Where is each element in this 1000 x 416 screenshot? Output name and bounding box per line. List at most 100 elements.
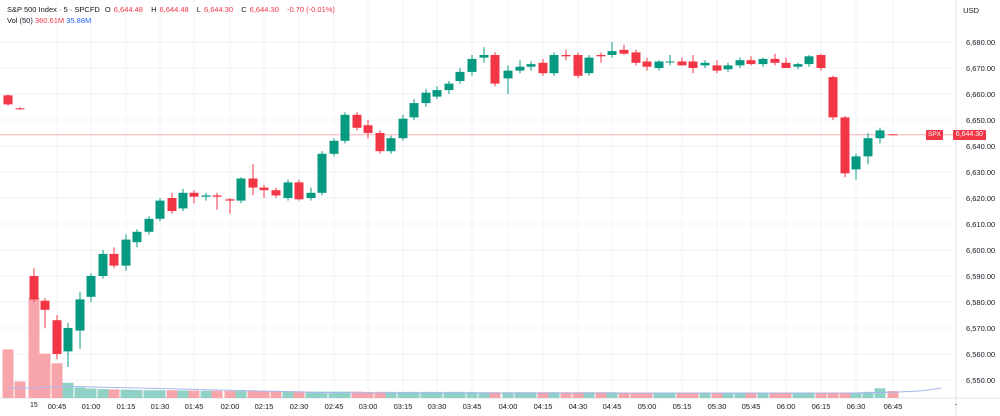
- candle-down: [688, 61, 698, 68]
- volume-bar: [14, 381, 26, 398]
- candle-down: [248, 178, 258, 188]
- y-tick-label: 6,640.00: [966, 142, 995, 151]
- volume-bar: [211, 390, 223, 398]
- candle-up: [607, 51, 617, 55]
- candle-up: [155, 200, 165, 219]
- volume-ma-line: [8, 385, 942, 394]
- volume-bar: [502, 392, 514, 398]
- x-tick-label: 06:15: [812, 402, 831, 411]
- volume-bar: [200, 390, 212, 398]
- volume-bar: [514, 392, 526, 398]
- volume-bar: [362, 391, 374, 398]
- candle-up: [201, 195, 211, 197]
- low-value: 6,644.30: [203, 5, 234, 14]
- candle-down: [259, 187, 269, 191]
- volume-bar: [803, 392, 815, 398]
- x-tick-label: 05:00: [638, 402, 657, 411]
- candle-down: [490, 55, 500, 84]
- y-tick-label: 6,610.00: [966, 220, 995, 229]
- volume-bar: [887, 391, 899, 398]
- volume-bar: [862, 391, 874, 398]
- candle-down: [352, 114, 362, 128]
- candle-up: [758, 58, 768, 65]
- volume-bar: [85, 388, 97, 398]
- candle-up: [432, 90, 442, 97]
- x-tick-label: 01:00: [82, 402, 101, 411]
- candle-down: [746, 60, 756, 65]
- x-tick-label: 01:30: [151, 402, 170, 411]
- symbol-label: S&P 500 Index · 5 · SPCFD: [7, 5, 100, 14]
- candle-up: [455, 71, 465, 81]
- volume-bar: [454, 391, 466, 398]
- candle-down: [363, 125, 373, 133]
- candle-down: [538, 62, 548, 74]
- open-label: O: [104, 5, 111, 14]
- candle-up: [793, 64, 803, 67]
- candle-up: [723, 65, 733, 70]
- last-price-tag: 6,644.30: [952, 130, 986, 140]
- volume-bar: [641, 392, 653, 398]
- candle-down: [770, 58, 780, 63]
- y-tick-label: 6,550.00: [966, 376, 995, 385]
- candle-up: [584, 57, 594, 74]
- volume-bar: [166, 390, 178, 398]
- candle-down: [596, 55, 606, 57]
- volume-bar: [39, 353, 51, 398]
- volume-bar: [51, 363, 63, 398]
- volume-bar: [757, 392, 769, 398]
- candle-up: [515, 66, 525, 71]
- y-tick-label: 6,560.00: [966, 350, 995, 359]
- candle-down: [888, 134, 898, 136]
- x-tick-label: 02:45: [325, 402, 344, 411]
- candle-up: [398, 118, 408, 139]
- x-axis-end-label: -: [955, 402, 958, 409]
- y-tick-label: 6,620.00: [966, 194, 995, 203]
- candle-down: [225, 199, 235, 201]
- x-tick-label: 05:45: [742, 402, 761, 411]
- y-tick-label: 6,660.00: [966, 90, 995, 99]
- candle-down: [631, 52, 641, 63]
- volume-bar: [606, 392, 618, 398]
- x-tick-label: 02:15: [255, 402, 274, 411]
- x-tick-label: 04:00: [499, 402, 518, 411]
- candle-down: [189, 192, 199, 197]
- candle-up: [851, 156, 861, 170]
- candle-up: [63, 328, 73, 352]
- volume-bar: [676, 392, 688, 398]
- candle-up: [75, 299, 85, 331]
- candle-up: [329, 140, 339, 154]
- volume-bar: [850, 392, 862, 398]
- candle-up: [503, 70, 513, 79]
- symbol-price-tag: SPX: [925, 130, 943, 140]
- chart-header: S&P 500 Index · 5 · SPCFD O 6,644.48 H 6,6…: [7, 5, 338, 14]
- volume-bar: [489, 392, 501, 398]
- volume-bar: [420, 391, 432, 398]
- volume-bar: [443, 391, 455, 398]
- currency-label[interactable]: USD: [963, 6, 979, 15]
- volume-value: 360.61: [34, 16, 58, 25]
- volume-bar: [653, 392, 665, 398]
- x-axis-start-label: 15: [30, 402, 38, 409]
- volume-bar: [595, 392, 607, 398]
- candle-down: [3, 95, 13, 105]
- volume-bar: [711, 392, 723, 398]
- y-tick-label: 6,680.00: [966, 38, 995, 47]
- volume-bar: [745, 392, 757, 398]
- x-tick-label: 02:30: [290, 402, 309, 411]
- candle-up: [863, 138, 873, 157]
- x-tick-label: 03:45: [463, 402, 482, 411]
- volume-bar: [316, 391, 328, 398]
- y-tick-label: 6,570.00: [966, 324, 995, 333]
- volume-bar: [687, 392, 699, 398]
- candle-up: [178, 192, 188, 209]
- volume-bar: [74, 387, 86, 398]
- volume-bar: [397, 391, 409, 398]
- candle-up: [409, 103, 419, 118]
- volume-bar: [282, 391, 294, 398]
- volume-bar: [339, 391, 351, 398]
- candle-up: [700, 62, 710, 66]
- candle-up: [479, 55, 489, 58]
- volume-bar: [734, 392, 746, 398]
- x-tick-label: 01:45: [185, 402, 204, 411]
